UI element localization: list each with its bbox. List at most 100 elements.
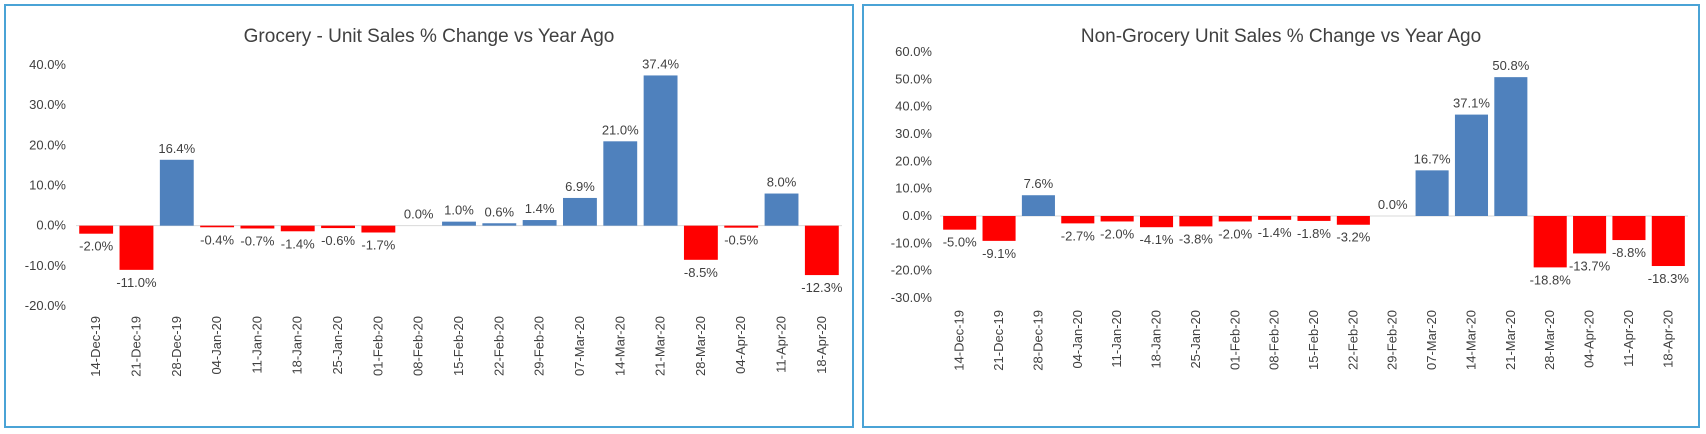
non-grocery-bar (1179, 216, 1213, 227)
non-grocery-bar (1494, 77, 1528, 216)
grocery-bar (240, 225, 275, 229)
grocery-category-label: 21-Dec-19 (128, 316, 143, 377)
non-grocery-category-label: 11-Apr-20 (1621, 310, 1636, 367)
non-grocery-data-label: -5.0% (943, 235, 977, 250)
non-grocery-data-label: -1.8% (1297, 226, 1331, 241)
grocery-data-label: 0.0% (404, 207, 434, 222)
grocery-y-tick-label: 10.0% (29, 178, 66, 193)
non-grocery-category-label: 15-Feb-20 (1306, 310, 1321, 370)
non-grocery-bar (1533, 216, 1567, 268)
non-grocery-data-label: 0.0% (1378, 197, 1408, 212)
grocery-y-tick-label: 40.0% (29, 57, 66, 72)
non-grocery-data-label: 16.7% (1414, 151, 1451, 166)
non-grocery-data-label: -2.0% (1100, 226, 1134, 241)
non-grocery-bar (1258, 216, 1292, 220)
grocery-category-label: 08-Feb-20 (411, 316, 426, 376)
non-grocery-data-label: -13.7% (1569, 258, 1611, 273)
non-grocery-bar (1573, 216, 1607, 254)
non-grocery-data-label: 37.1% (1453, 96, 1490, 111)
non-grocery-bar (1139, 216, 1174, 228)
non-grocery-y-tick-label: -20.0% (891, 263, 933, 278)
grocery-bar (159, 159, 194, 226)
non-grocery-category-label: 01-Feb-20 (1227, 310, 1242, 370)
grocery-category-label: 29-Feb-20 (532, 316, 547, 376)
non-grocery-bar (1100, 216, 1134, 222)
grocery-category-label: 04-Jan-20 (209, 316, 224, 375)
grocery-y-tick-label: -10.0% (25, 258, 67, 273)
grocery-category-label: 14-Dec-19 (88, 316, 103, 377)
non-grocery-bar (1612, 216, 1646, 241)
grocery-bar (804, 225, 839, 276)
non-grocery-bar (1218, 216, 1252, 222)
grocery-bar (724, 225, 759, 228)
non-grocery-y-tick-label: 60.0% (895, 44, 932, 59)
grocery-bar (200, 225, 235, 228)
non-grocery-category-label: 18-Jan-20 (1149, 310, 1164, 369)
grocery-data-label: -1.7% (361, 237, 395, 252)
non-grocery-data-label: -9.1% (982, 246, 1016, 261)
grocery-bar (280, 225, 315, 232)
grocery-data-label: -2.0% (79, 239, 113, 254)
grocery-data-label: -0.7% (240, 233, 274, 248)
non-grocery-data-label: -3.8% (1179, 231, 1213, 246)
non-grocery-data-label: -8.8% (1612, 245, 1646, 260)
non-grocery-y-tick-label: 40.0% (895, 99, 932, 114)
non-grocery-category-label: 14-Dec-19 (952, 310, 967, 371)
grocery-category-label: 25-Jan-20 (330, 316, 345, 375)
non-grocery-y-tick-label: -30.0% (891, 290, 933, 305)
grocery-bar (482, 223, 517, 226)
non-grocery-bar (1297, 216, 1331, 221)
grocery-data-label: 0.6% (484, 204, 514, 219)
grocery-category-label: 18-Jan-20 (290, 316, 305, 375)
grocery-bar (119, 225, 154, 270)
non-grocery-y-tick-label: -10.0% (891, 235, 933, 250)
grocery-category-label: 18-Apr-20 (814, 316, 829, 374)
non-grocery-data-label: -3.2% (1336, 230, 1370, 245)
grocery-bar (683, 225, 718, 260)
grocery-data-label: 37.4% (642, 56, 679, 71)
non-grocery-bar (1021, 195, 1055, 216)
non-grocery-category-label: 14-Mar-20 (1463, 310, 1478, 370)
grocery-y-tick-label: 20.0% (29, 137, 66, 152)
non-grocery-category-label: 28-Mar-20 (1542, 310, 1557, 370)
non-grocery-data-label: -4.1% (1140, 232, 1174, 247)
non-grocery-category-label: 08-Feb-20 (1267, 310, 1282, 370)
non-grocery-category-label: 07-Mar-20 (1424, 310, 1439, 370)
non-grocery-y-tick-label: 30.0% (895, 126, 932, 141)
non-grocery-data-label: 7.6% (1024, 176, 1054, 191)
grocery-category-label: 21-Mar-20 (653, 316, 668, 376)
non-grocery-y-tick-label: 50.0% (895, 71, 932, 86)
non-grocery-bar (982, 216, 1016, 241)
grocery-bar (522, 220, 557, 226)
non-grocery-category-label: 29-Feb-20 (1385, 310, 1400, 370)
grocery-category-label: 28-Dec-19 (169, 316, 184, 377)
grocery-bar (321, 225, 355, 229)
grocery-data-label: 21.0% (602, 122, 639, 137)
grocery-y-tick-label: 30.0% (29, 97, 66, 112)
grocery-category-label: 07-Mar-20 (572, 316, 587, 376)
non-grocery-y-tick-label: 20.0% (895, 153, 932, 168)
non-grocery-data-label: -1.4% (1258, 225, 1292, 240)
non-grocery-bar (943, 216, 977, 230)
grocery-category-label: 22-Feb-20 (491, 316, 506, 376)
non-grocery-bar (1415, 170, 1449, 216)
non-grocery-data-label: 50.8% (1492, 58, 1529, 73)
grocery-y-tick-label: -20.0% (25, 298, 67, 313)
grocery-category-label: 01-Feb-20 (370, 316, 385, 376)
non-grocery-chart-panel: Non-Grocery Unit Sales % Change vs Year … (862, 4, 1700, 428)
non-grocery-bar (1061, 216, 1095, 224)
grocery-category-label: 15-Feb-20 (451, 316, 466, 376)
non-grocery-data-label: -18.3% (1648, 271, 1690, 286)
grocery-category-label: 11-Apr-20 (774, 316, 789, 373)
non-grocery-category-label: 21-Mar-20 (1503, 310, 1518, 370)
grocery-data-label: -0.4% (200, 232, 234, 247)
non-grocery-bar (1454, 114, 1489, 216)
non-grocery-data-label: -2.0% (1218, 226, 1252, 241)
grocery-data-label: -8.5% (684, 265, 718, 280)
non-grocery-data-label: -18.8% (1530, 272, 1572, 287)
grocery-data-label: 8.0% (767, 175, 797, 190)
grocery-y-tick-label: 0.0% (36, 218, 66, 233)
grocery-data-label: 6.9% (565, 179, 595, 194)
grocery-data-label: 1.4% (525, 201, 555, 216)
non-grocery-y-tick-label: 10.0% (895, 181, 932, 196)
